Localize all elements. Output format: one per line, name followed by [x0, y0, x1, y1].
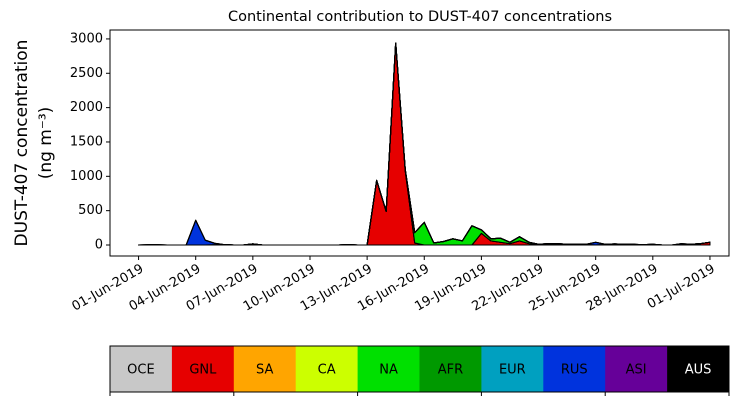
legend-label: AUS	[685, 363, 712, 378]
y-axis-label: (ng m⁻³)	[36, 107, 56, 180]
y-tick-label: 1000	[70, 169, 103, 184]
y-tick-label: 3000	[70, 31, 103, 46]
legend-swatch	[419, 346, 482, 392]
legend-frame	[109, 345, 730, 393]
area	[138, 42, 711, 246]
plot-area	[138, 42, 711, 246]
legend-swatch	[295, 346, 358, 392]
area	[138, 42, 711, 246]
legend-label: RUS	[561, 363, 588, 378]
legend-swatch	[357, 346, 420, 392]
legend-label: AFR	[438, 363, 463, 378]
y-tick-label: 500	[78, 203, 103, 218]
legend-swatch	[233, 346, 296, 392]
legend-label: SA	[256, 363, 273, 378]
area	[138, 42, 711, 246]
legend-swatch	[110, 346, 173, 392]
legend-label: NA	[379, 363, 398, 378]
y-tick-label: 2500	[70, 66, 103, 81]
area	[138, 42, 711, 246]
legend-label: ASI	[626, 363, 647, 378]
y-axis-label: DUST-407 concentration	[12, 40, 32, 247]
legend-label: OCE	[127, 363, 155, 378]
y-tick-label: 1500	[70, 134, 103, 149]
legend-label: CA	[318, 363, 336, 378]
area	[138, 42, 711, 246]
area	[138, 42, 711, 246]
legend-swatch	[481, 346, 544, 392]
legend-label: EUR	[499, 363, 526, 378]
legend-swatch	[543, 346, 606, 392]
plot-frame	[109, 29, 730, 257]
area	[138, 42, 711, 246]
legend-swatch	[171, 346, 235, 392]
legend-label: GNL	[189, 363, 217, 378]
legend-swatch	[667, 346, 730, 392]
y-tick-label: 2000	[70, 100, 103, 115]
y-tick-label: 0	[95, 238, 103, 253]
legend-swatch	[605, 346, 668, 392]
area	[138, 42, 711, 246]
area	[138, 42, 711, 246]
chart-title: Continental contribution to DUST-407 con…	[228, 9, 612, 25]
